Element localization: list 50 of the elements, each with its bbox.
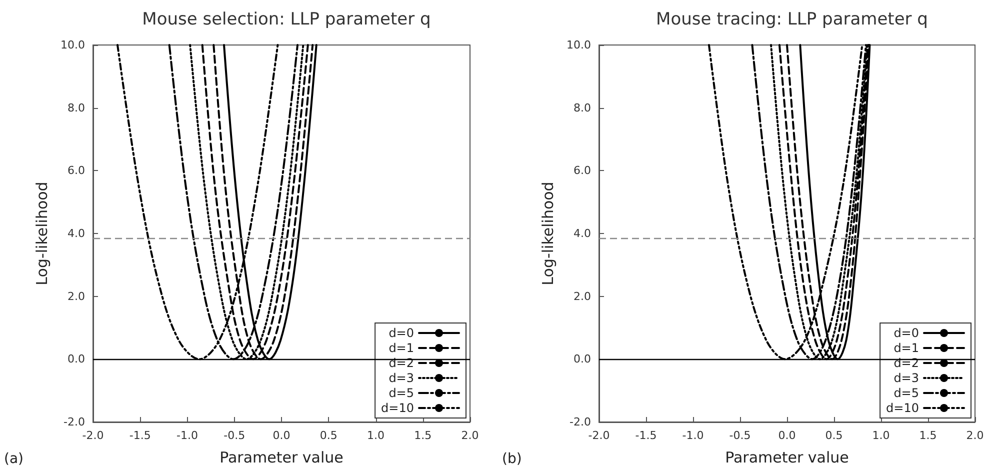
y-tick-label: 4.0: [574, 227, 591, 240]
y-tick-label: 2.0: [574, 290, 591, 303]
x-tick-label: 1.0: [367, 429, 384, 442]
y-tick-label: 0.0: [574, 352, 591, 366]
x-tick-label: -0.5: [224, 429, 246, 442]
chart-title: Mouse tracing: LLP parameter q: [656, 10, 928, 30]
y-tick-label: 8.0: [68, 101, 85, 114]
y-tick-label: 0.0: [68, 352, 85, 366]
text: (b): [502, 451, 522, 467]
y-tick-label: 2.0: [68, 290, 85, 303]
y-tick-label: 10.0: [60, 38, 85, 52]
x-tick-label: 0.0: [778, 429, 796, 442]
legend-label: d=1: [894, 341, 919, 355]
y-tick-label: 4.0: [68, 227, 85, 240]
x-tick-label: -2.0: [588, 429, 610, 442]
y-tick-label: -2.0: [64, 416, 85, 428]
x-axis-title: Parameter value: [220, 448, 344, 466]
x-tick-label: -0.5: [729, 429, 751, 442]
x-tick-label: -1.5: [635, 429, 657, 442]
legend-label: d=0: [894, 326, 919, 340]
x-tick-label: 0.0: [272, 429, 290, 442]
y-axis-title: Log-likelihood: [33, 182, 52, 286]
legend-label: d=1: [388, 341, 414, 355]
y-tick-label: -2.0: [570, 416, 591, 428]
x-tick-label: 0.5: [320, 429, 338, 442]
x-tick-label: 1.5: [414, 429, 432, 442]
legend-label: d=3: [894, 371, 919, 385]
x-tick-label: 1.5: [919, 429, 937, 442]
x-tick-label: 2.0: [461, 429, 479, 442]
x-tick-label: -1.0: [176, 429, 198, 442]
x-tick-label: 1.0: [872, 429, 890, 442]
legend-label: d=10: [886, 401, 919, 415]
text: (a): [4, 451, 24, 467]
x-tick-label: -1.0: [682, 429, 704, 442]
x-tick-label: -1.5: [129, 429, 151, 442]
x-tick-label: -2.0: [82, 429, 104, 442]
y-tick-label: 10.0: [566, 38, 591, 52]
x-tick-label: 0.5: [825, 429, 843, 442]
legend-label: d=0: [388, 326, 414, 340]
legend-label: d=3: [388, 371, 414, 385]
y-tick-label: 6.0: [574, 164, 591, 178]
legend-label: d=5: [388, 386, 414, 400]
y-tick-label: 8.0: [574, 101, 591, 114]
x-axis-title: Parameter value: [725, 448, 849, 466]
y-tick-label: 6.0: [68, 164, 85, 178]
chart-title: Mouse selection: LLP parameter q: [142, 10, 431, 30]
x-tick-label: 2.0: [966, 429, 984, 442]
legend-label: d=5: [894, 386, 919, 400]
y-axis-title: Log-likelihood: [539, 182, 558, 286]
legend-label: d=10: [381, 401, 414, 415]
